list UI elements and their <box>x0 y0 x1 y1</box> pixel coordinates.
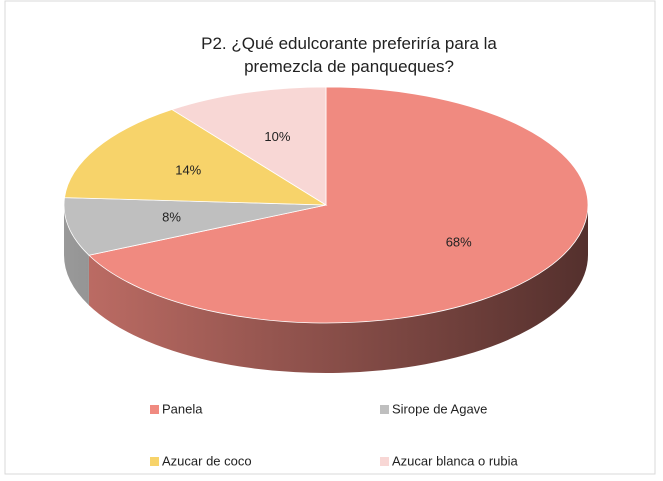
pie-slice <box>64 109 328 206</box>
legend-label: Azucar blanca o rubia <box>392 453 519 468</box>
data-label: 68% <box>446 234 472 249</box>
pie-slice <box>88 86 589 324</box>
data-label: 10% <box>264 129 290 144</box>
pie-slice <box>63 197 327 256</box>
pie-side <box>64 205 89 306</box>
data-label: 14% <box>175 162 201 177</box>
legend-swatch <box>380 405 389 414</box>
legend-label: Sirope de Agave <box>392 401 487 416</box>
data-label: 8% <box>162 210 181 225</box>
pie-side <box>88 205 589 373</box>
legend-swatch <box>150 405 159 414</box>
chart-title: P2. ¿Qué edulcorante preferiría para la … <box>201 34 497 76</box>
legend-label: Panela <box>162 401 203 416</box>
legend-swatch <box>150 457 159 466</box>
pie-slice <box>171 86 327 206</box>
legend-swatch <box>380 457 389 466</box>
legend-label: Azucar de coco <box>162 453 252 468</box>
